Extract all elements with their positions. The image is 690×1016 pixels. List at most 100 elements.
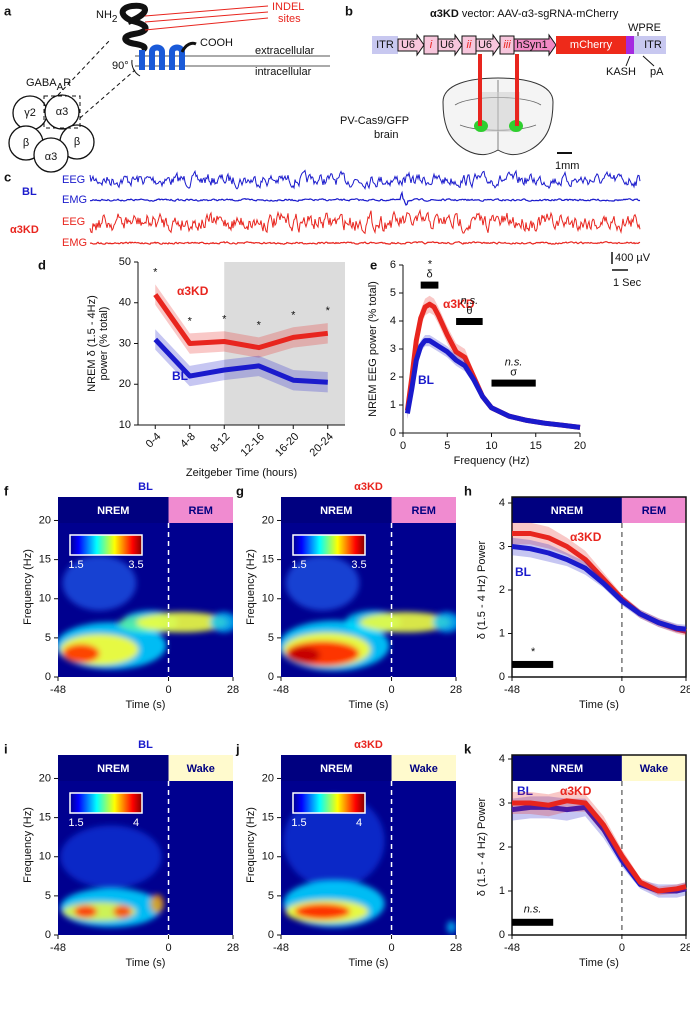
power-region	[283, 794, 385, 889]
series-label: BL	[517, 784, 533, 798]
y-tick-label: 20	[119, 378, 131, 390]
panel-letter: a	[4, 3, 12, 18]
element-label: ii	[467, 39, 472, 51]
power-region	[74, 905, 98, 918]
series-label: α3KD	[570, 530, 602, 544]
injection-track	[515, 54, 519, 126]
x-tick-label: 20-24	[308, 431, 336, 459]
title-bold: α3KD	[430, 8, 459, 20]
state-header	[58, 755, 169, 781]
series-line	[511, 544, 687, 632]
brain-label: brain	[374, 129, 398, 141]
state-header	[512, 755, 622, 781]
group-label: α3KD	[10, 224, 39, 236]
state-label: NREM	[320, 763, 352, 775]
power-region	[287, 647, 321, 663]
y-tick-label: 5	[268, 890, 274, 902]
state-label: NREM	[551, 763, 583, 775]
significance-bar	[491, 379, 536, 387]
y-tick-label: 1	[499, 885, 505, 897]
y-axis-label: Frequency (Hz)	[245, 549, 257, 625]
x-tick-label: 8-12	[208, 431, 232, 455]
y-tick-label: 10	[262, 851, 274, 863]
subunit-label: α3	[56, 106, 68, 118]
power-region	[136, 612, 229, 633]
y-tick-label: 0	[45, 671, 51, 683]
y-tick-label: 1	[499, 627, 505, 639]
pointer	[642, 55, 655, 67]
eeg-trace	[89, 208, 641, 235]
y-axis-label: Frequency (Hz)	[245, 807, 257, 883]
subunit-label: γ2	[24, 107, 36, 119]
y-axis-label: δ (1.5 - 4 Hz) Power	[476, 540, 488, 639]
x-axis-label: Frequency (Hz)	[454, 455, 530, 467]
channel-label: EMG	[62, 194, 87, 206]
power-region	[432, 612, 456, 633]
protein-chain	[119, 2, 149, 53]
vector-element	[556, 36, 626, 54]
x-tick-label: 15	[530, 440, 542, 452]
y-tick-label: 3	[499, 797, 505, 809]
series-label: α3KD	[443, 297, 475, 311]
y-tick-label: 15	[39, 554, 51, 566]
rotation-arrow	[131, 59, 141, 77]
indel-pointer	[144, 11, 269, 23]
subunit-label: β	[74, 136, 80, 148]
wpre-label: WPRE	[628, 22, 661, 34]
element-label: iii	[503, 39, 511, 51]
zoom-line	[57, 39, 111, 96]
state-label: NREM	[97, 505, 129, 517]
subscript: 2	[112, 14, 118, 25]
frame	[511, 754, 687, 936]
panel-letter: i	[4, 741, 8, 756]
x-tick-label: 0-4	[144, 431, 164, 451]
y-tick-label: 5	[45, 890, 51, 902]
wpre	[634, 36, 640, 54]
element-label: i	[430, 39, 433, 51]
y-tick-label: 10	[39, 851, 51, 863]
band-symbol: θ	[466, 305, 472, 317]
power-region	[62, 644, 100, 663]
chart: e 0 1 2 3 4 5 6 0 5 10 15 20 Frequency (Hz) NREM EEG p…	[367, 257, 586, 466]
state-label: Wake	[187, 763, 215, 775]
state-label: NREM	[320, 505, 352, 517]
protein-chain	[180, 41, 197, 53]
heatmap	[58, 555, 233, 670]
y-tick-label: 50	[119, 256, 131, 268]
panel-letter: c	[4, 169, 11, 184]
colorbar-label: 1.5	[291, 817, 306, 829]
vector-element	[640, 36, 666, 54]
state-header	[512, 497, 622, 523]
x-tick-label: 0	[388, 684, 394, 696]
label: NH	[96, 9, 112, 21]
indel-label: sites	[278, 13, 301, 25]
y-axis-label: Frequency (Hz)	[22, 549, 34, 625]
panel-letter: h	[464, 483, 472, 498]
channel-label: EMG	[62, 237, 87, 249]
heatmap-title: α3KD	[354, 481, 383, 493]
power-region	[62, 555, 137, 611]
significance-bar	[512, 660, 554, 668]
colorbar	[69, 534, 143, 556]
x-tick-label: 28	[227, 684, 239, 696]
heatmap	[60, 825, 164, 928]
y-tick-label: 10	[39, 593, 51, 605]
series-line	[153, 337, 328, 385]
band-significance: n.s.	[524, 904, 542, 916]
y-tick-label: 0	[268, 929, 274, 941]
group-label: BL	[22, 186, 37, 198]
y-tick-label: 0	[45, 929, 51, 941]
x-tick-label: 0	[400, 440, 406, 452]
x-tick-label: 28	[680, 684, 690, 696]
state-header	[281, 755, 392, 781]
significance: *	[153, 267, 158, 279]
scale-label: 1 Sec	[613, 277, 642, 289]
subunit-label: α3	[45, 151, 57, 163]
promoter	[513, 33, 557, 57]
y-tick-label: 10	[119, 419, 131, 431]
colorbar-label: 1.5	[68, 559, 83, 571]
band-symbol: δ	[426, 269, 432, 281]
x-tick-label: 4-8	[178, 431, 198, 451]
